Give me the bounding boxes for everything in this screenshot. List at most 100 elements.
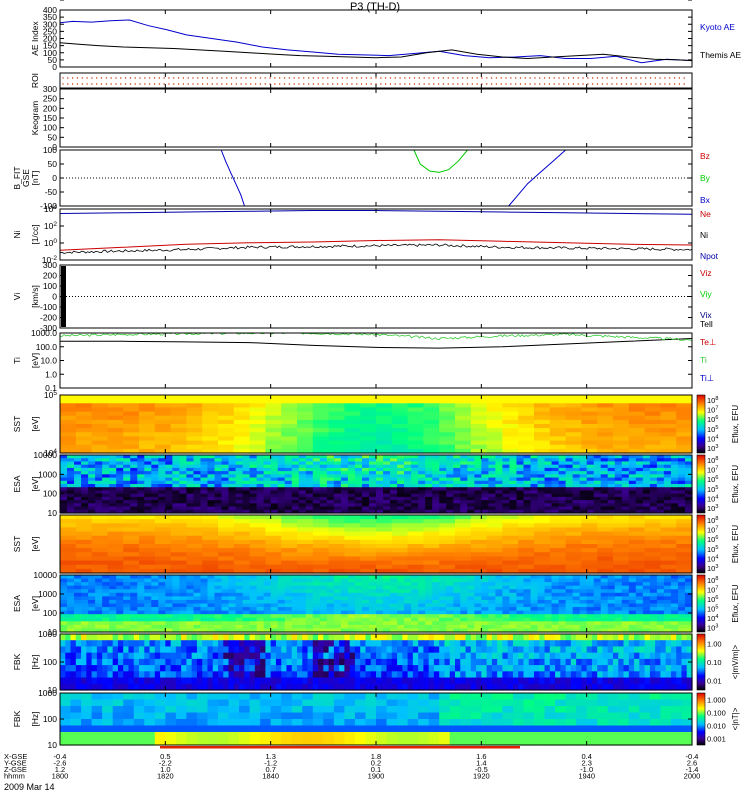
spectro-cell — [628, 592, 637, 597]
spectro-cell — [186, 519, 203, 524]
spectro-cell — [565, 493, 574, 498]
spectro-cell — [676, 634, 683, 641]
spectro-cell — [502, 596, 511, 601]
spectro-cell — [474, 484, 482, 488]
spectro-cell — [95, 506, 103, 511]
spectro-cell — [593, 496, 602, 501]
spectro-cell — [297, 560, 314, 566]
spectro-cell — [249, 458, 258, 463]
spectro-cell — [670, 464, 679, 469]
spectro-cell — [586, 477, 595, 482]
spectro-cell — [60, 432, 77, 438]
spectro-cell — [284, 455, 293, 459]
spectro-cell — [481, 471, 489, 475]
spectro-cell — [284, 582, 293, 587]
spectro-cell — [602, 658, 609, 666]
spectro-cell — [233, 568, 251, 574]
spectro-cell — [676, 415, 693, 421]
spectro-cell — [523, 461, 532, 466]
spectro-cell — [228, 607, 237, 612]
spectro-cell — [218, 640, 224, 648]
spectro-cell — [390, 603, 398, 608]
spectro-cell — [368, 628, 377, 633]
spectro-cell — [186, 624, 195, 630]
spectro-cell — [340, 455, 349, 459]
spectro-cell — [349, 634, 356, 641]
spectro-cell — [644, 646, 651, 654]
spectro-cell — [170, 658, 177, 666]
spectro-cell — [581, 556, 598, 562]
spectro-cell — [186, 440, 203, 446]
spectro-cell — [481, 578, 489, 583]
spectro-cell — [551, 599, 560, 605]
spectro-cell — [644, 440, 661, 446]
spectro-cell — [270, 509, 279, 514]
spectro-cell — [256, 575, 265, 580]
spectro-cell — [613, 560, 630, 566]
spectro-cell — [476, 652, 482, 660]
spectro-cell — [297, 531, 314, 537]
spectro-cell — [628, 471, 637, 475]
spectro-cell — [233, 407, 251, 413]
spectro-cell — [130, 624, 138, 630]
spectro-cell — [333, 596, 342, 601]
spectro-cell — [586, 467, 595, 472]
spectro-cell — [275, 658, 282, 666]
spectro-cell — [423, 419, 440, 425]
spectro-cell — [102, 640, 108, 648]
spectro-cell — [518, 535, 535, 541]
spectro-cell — [481, 509, 489, 514]
spectro-cell — [383, 455, 391, 459]
spectro-cell — [579, 592, 588, 597]
spectro-cell — [502, 523, 519, 529]
spectro-cell — [593, 585, 602, 590]
spectro-cell — [449, 634, 456, 641]
spectro-cell — [470, 560, 488, 566]
spectro-cell — [549, 399, 567, 404]
spectro-cell — [298, 592, 307, 597]
spectro-cell — [193, 614, 202, 619]
spectro-cell — [326, 500, 335, 504]
spectro-cell — [221, 614, 230, 619]
spectro-cell — [233, 652, 240, 660]
spectro-cell — [383, 575, 391, 580]
spectro-cell — [390, 455, 398, 459]
spectro-cell — [642, 596, 651, 601]
spectro-cell — [518, 652, 525, 660]
spectro-cell — [202, 415, 219, 421]
spectro-cell — [404, 496, 412, 501]
spectro-cell — [75, 407, 93, 413]
spectro-cell — [181, 640, 187, 648]
spectro-cell — [644, 444, 661, 450]
spectro-cell — [75, 640, 82, 648]
spectro-cell — [81, 614, 89, 619]
spectro-cell — [439, 424, 456, 429]
spectro-cell — [502, 640, 509, 648]
spectro-cell — [544, 617, 553, 622]
spectro-cell — [407, 523, 424, 529]
spectro-cell — [649, 599, 658, 605]
spectro-cell — [418, 493, 426, 498]
spectro-cell — [133, 634, 140, 641]
spectro-cell — [91, 652, 98, 660]
spectro-cell — [488, 585, 496, 590]
spectro-cell — [158, 607, 166, 612]
spectro-cell — [572, 575, 581, 580]
spectro-cell — [439, 596, 447, 601]
spectro-cell — [179, 575, 187, 580]
spectro-cell — [460, 592, 468, 597]
spectro-cell — [677, 503, 686, 508]
spectro-cell — [530, 496, 539, 501]
spectro-cell — [488, 487, 496, 492]
spectro-cell — [642, 493, 651, 498]
spectro-cell — [613, 399, 630, 404]
spectro-cell — [628, 527, 646, 533]
spectro-cell — [263, 624, 272, 630]
spectro-cell — [319, 493, 328, 498]
spectro-cell — [488, 575, 496, 580]
spectro-cell — [165, 671, 172, 679]
spectro-cell — [360, 568, 377, 574]
spectro-cell — [291, 467, 300, 472]
spectro-cell — [107, 515, 124, 520]
spectro-cell — [165, 493, 173, 498]
